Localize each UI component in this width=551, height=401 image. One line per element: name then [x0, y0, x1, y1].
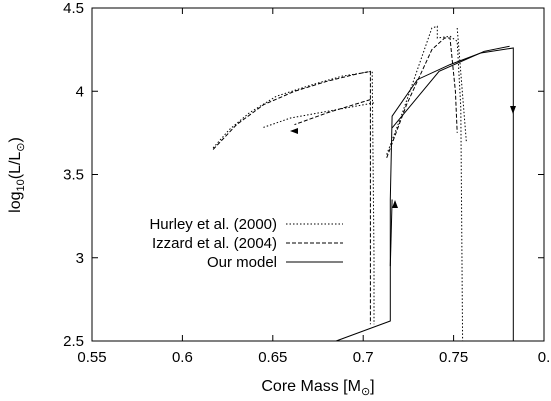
y-tick-label: 3 [76, 250, 84, 267]
arrow-left-marker [290, 128, 298, 134]
y-tick-label: 4 [76, 83, 84, 100]
series-line-1-segment-2 [261, 102, 375, 129]
arrow-markers [290, 106, 516, 208]
y-axis-title: log10(L/L⊙) [7, 137, 27, 213]
arrow-down-marker [510, 106, 516, 114]
x-tick-label: 0. [538, 349, 551, 366]
series-line-1-segment-3 [386, 25, 464, 342]
legend-label-hurley: Hurley et al. (2000) [149, 216, 277, 233]
x-tick-label: 0.55 [77, 349, 106, 366]
y-tick-label: 2.5 [63, 333, 84, 350]
series-line-3-segment-2 [391, 45, 510, 129]
series-layer [212, 25, 514, 342]
x-tick-label: 0.75 [439, 349, 468, 366]
legend: Hurley et al. (2000) Izzard et al. (2004… [149, 216, 343, 271]
arrow-up-marker [392, 200, 398, 208]
series-line-2-segment-2 [294, 99, 371, 126]
series-line-2-segment-3 [386, 37, 458, 158]
x-tick-label: 0.6 [172, 349, 193, 366]
y-tick-label: 3.5 [63, 167, 84, 184]
series-line-1-segment-4 [456, 27, 467, 142]
legend-label-izzard: Izzard et al. (2004) [152, 235, 277, 252]
x-tick-label: 0.7 [353, 349, 374, 366]
series-line-3-segment-1 [335, 47, 514, 342]
axis-ticks: 0.55 0.6 0.65 0.7 0.75 0. 2.5 3 3.5 4 4.5 [63, 0, 550, 366]
plot-frame [91, 7, 545, 342]
x-axis-title: Core Mass [M⊙] [261, 378, 374, 398]
series-line-3-segment-3 [389, 199, 393, 267]
x-tick-label: 0.65 [258, 349, 287, 366]
y-tick-label: 4.5 [63, 0, 84, 17]
series-line-1-segment-1 [212, 70, 375, 325]
legend-label-model: Our model [207, 254, 277, 271]
series-line-2-segment-1 [212, 70, 371, 325]
